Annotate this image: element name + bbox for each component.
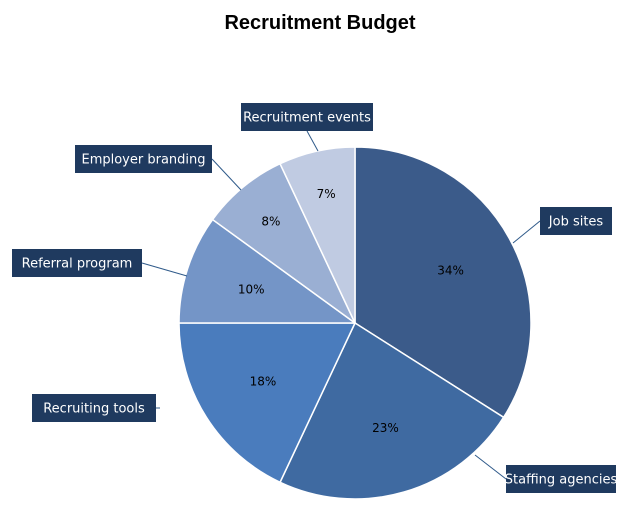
callout-box [75, 145, 212, 173]
callout-connector-line [211, 158, 242, 191]
callout-label: Employer branding [75, 145, 212, 173]
callout-label: Staffing agencies [505, 465, 618, 493]
callout-connector-line [512, 220, 541, 244]
slice-percent-label: 8% [261, 214, 280, 228]
callout-label: Recruiting tools [32, 394, 156, 422]
callout-box [32, 394, 156, 422]
callout-text: Recruiting tools [43, 402, 145, 417]
pie-slice-referral-program [178, 218, 358, 324]
callout-connector-line [306, 130, 319, 152]
callout-connector-line [141, 262, 188, 277]
callout-label: Referral program [12, 249, 142, 277]
percent-labels-layer: 34% 23% 18% 10% 8% 7% [238, 187, 464, 435]
callout-label: Recruitment events [241, 103, 373, 131]
pie-slice-employer-branding [211, 162, 356, 324]
slices-layer [178, 146, 532, 500]
pie-slice-recruiting-tools [178, 322, 357, 484]
chart-title: Recruitment Budget [224, 12, 416, 34]
pie-slice-recruitment-events [279, 146, 356, 324]
callout-text: Employer branding [81, 153, 205, 168]
callout-text: Staffing agencies [505, 473, 618, 488]
callout-connector-line [474, 454, 507, 480]
callouts-layer: Job sites Staffing agencies Recruiting too… [12, 103, 617, 493]
pie-slice-job-sites [354, 146, 532, 419]
slice-percent-label: 34% [437, 263, 464, 277]
slice-percent-label: 23% [372, 421, 399, 435]
connectors-layer [141, 130, 541, 480]
slice-percent-label: 7% [317, 187, 336, 201]
callout-box [540, 207, 612, 235]
callout-text: Referral program [22, 257, 133, 272]
callout-box [506, 465, 616, 493]
callout-box [12, 249, 142, 277]
callout-box [241, 103, 373, 131]
callout-text: Recruitment events [243, 111, 371, 126]
slice-percent-label: 10% [238, 282, 265, 296]
callout-text: Job sites [548, 215, 604, 230]
pie-slice-staffing-agencies [279, 321, 505, 500]
callout-label: Job sites [540, 207, 612, 235]
slice-percent-label: 18% [250, 375, 277, 389]
